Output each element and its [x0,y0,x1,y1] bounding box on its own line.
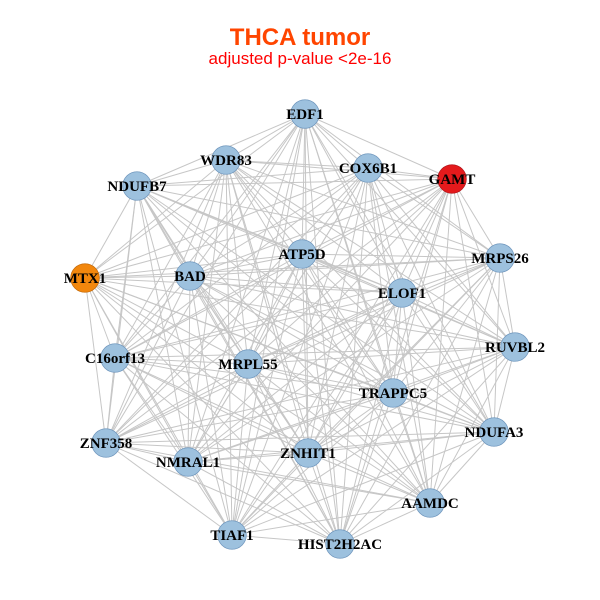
svg-text:RUVBL2: RUVBL2 [485,340,545,356]
svg-text:BAD: BAD [174,269,206,285]
svg-text:C16orf13: C16orf13 [85,351,145,367]
svg-text:TRAPPC5: TRAPPC5 [359,386,427,402]
svg-text:EDF1: EDF1 [286,107,324,123]
svg-text:HIST2H2AC: HIST2H2AC [298,537,382,553]
svg-text:WDR83: WDR83 [200,153,252,169]
svg-text:ZNF358: ZNF358 [80,436,133,452]
svg-text:ATP5D: ATP5D [278,247,325,263]
svg-text:AAMDC: AAMDC [401,496,459,512]
svg-text:ZNHIT1: ZNHIT1 [280,446,336,462]
svg-text:MRPL55: MRPL55 [218,357,277,373]
svg-text:TIAF1: TIAF1 [210,528,253,544]
svg-text:NDUFB7: NDUFB7 [107,179,167,195]
svg-text:adjusted p-value <2e-16: adjusted p-value <2e-16 [209,49,392,68]
svg-text:GAMT: GAMT [429,172,476,188]
svg-text:ELOF1: ELOF1 [378,286,426,302]
svg-text:NMRAL1: NMRAL1 [156,455,220,471]
svg-text:NDUFA3: NDUFA3 [465,425,524,441]
svg-text:MTX1: MTX1 [64,271,107,287]
svg-text:COX6B1: COX6B1 [339,161,397,177]
svg-text:MRPS26: MRPS26 [471,251,529,267]
svg-text:THCA tumor: THCA tumor [230,24,370,51]
